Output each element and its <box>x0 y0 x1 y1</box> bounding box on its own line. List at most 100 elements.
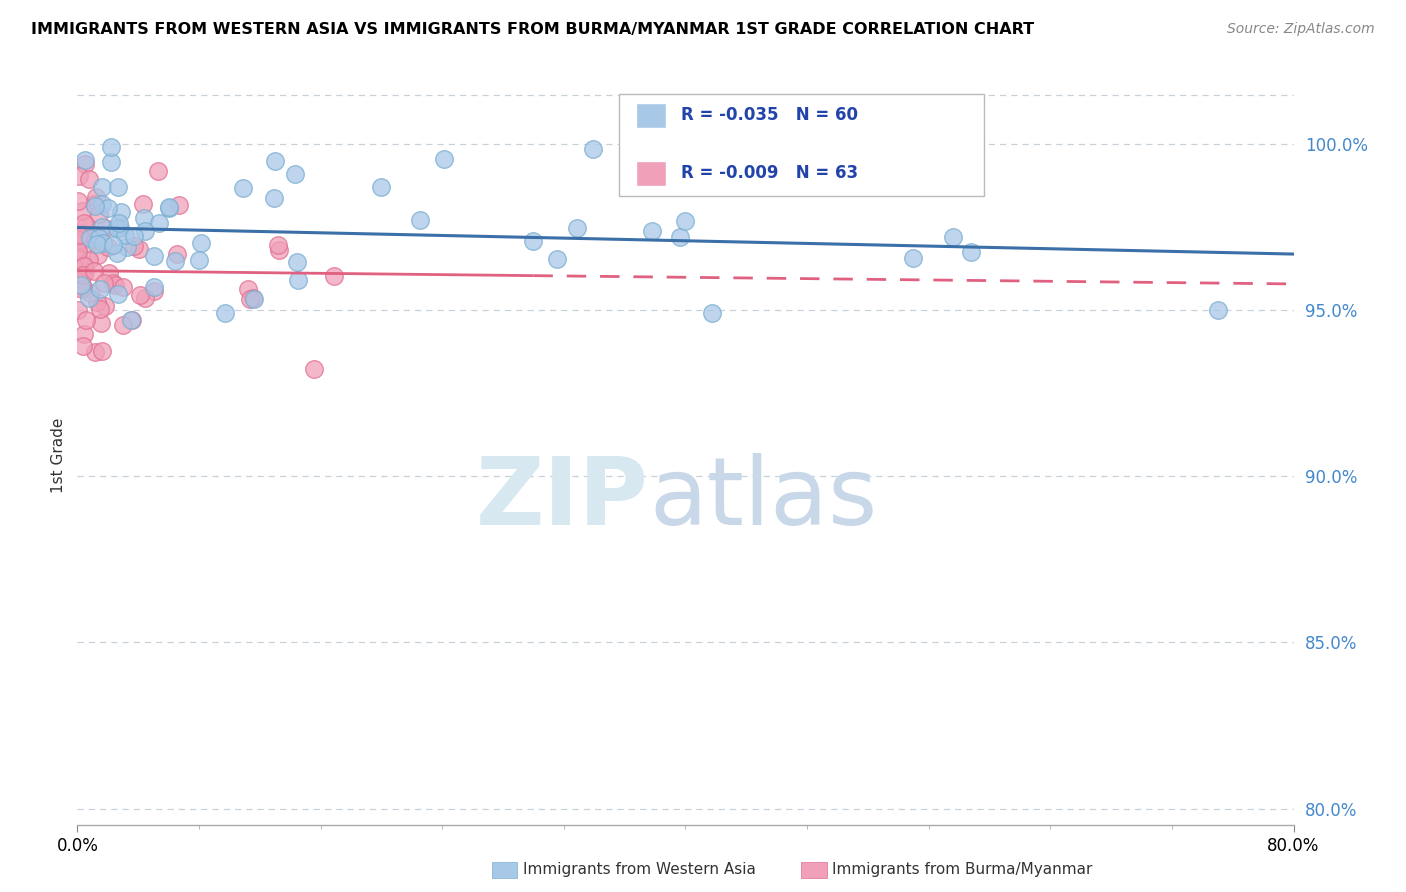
Point <box>70 204 93 219</box>
Point <box>93 221 115 235</box>
Point <box>232 181 254 195</box>
Point <box>132 211 155 225</box>
Point <box>143 280 166 294</box>
Point <box>269 244 291 258</box>
Point <box>700 306 723 320</box>
Point <box>121 313 143 327</box>
Point <box>304 362 326 376</box>
Point <box>128 242 150 256</box>
Point <box>236 282 259 296</box>
Point <box>67 194 90 208</box>
Point <box>75 153 97 168</box>
Point <box>167 197 190 211</box>
Text: Immigrants from Burma/Myanmar: Immigrants from Burma/Myanmar <box>832 863 1092 877</box>
Point <box>73 216 96 230</box>
Y-axis label: 1st Grade: 1st Grade <box>51 417 66 492</box>
Point <box>72 279 94 293</box>
Point <box>107 179 129 194</box>
Text: ZIP: ZIP <box>477 453 650 545</box>
Point <box>669 229 692 244</box>
Point <box>143 284 166 298</box>
Point <box>105 221 128 235</box>
Point <box>370 179 392 194</box>
Point <box>146 164 169 178</box>
Point <box>67 244 90 258</box>
Point <box>546 252 568 266</box>
Point <box>72 257 94 271</box>
Point <box>903 251 925 265</box>
Point <box>122 228 145 243</box>
Point <box>91 236 114 251</box>
Point <box>285 255 308 269</box>
Point <box>100 140 122 154</box>
Point <box>100 155 122 169</box>
Point <box>73 326 96 341</box>
Point <box>69 278 91 293</box>
Point <box>110 221 132 235</box>
Point <box>166 247 188 261</box>
Point <box>323 269 346 284</box>
Point <box>93 276 115 290</box>
Point <box>190 236 212 251</box>
Point <box>188 253 211 268</box>
Point <box>75 265 97 279</box>
Point <box>75 312 97 326</box>
Point <box>114 228 136 243</box>
Point <box>67 235 90 250</box>
Point <box>84 199 107 213</box>
Point <box>433 153 456 167</box>
Point <box>67 228 90 243</box>
Point <box>87 248 110 262</box>
Point <box>243 293 266 307</box>
Point <box>115 240 138 254</box>
Text: Source: ZipAtlas.com: Source: ZipAtlas.com <box>1227 22 1375 37</box>
Point <box>1206 302 1229 317</box>
Point <box>67 169 90 184</box>
Text: IMMIGRANTS FROM WESTERN ASIA VS IMMIGRANTS FROM BURMA/MYANMAR 1ST GRADE CORRELAT: IMMIGRANTS FROM WESTERN ASIA VS IMMIGRAN… <box>31 22 1033 37</box>
Point <box>77 291 100 305</box>
Point <box>112 280 135 294</box>
Point <box>73 259 96 273</box>
Point <box>283 167 305 181</box>
Point <box>84 345 107 359</box>
Point <box>165 254 187 268</box>
Point <box>72 268 94 282</box>
Point <box>157 200 180 214</box>
Point <box>105 246 128 260</box>
Point <box>263 191 285 205</box>
Point <box>90 219 112 234</box>
Point <box>110 205 132 219</box>
Point <box>101 276 124 290</box>
Point <box>942 229 965 244</box>
Point <box>79 231 101 245</box>
Point <box>104 277 127 292</box>
Point <box>77 252 100 267</box>
Point <box>67 234 90 248</box>
Point <box>214 306 236 320</box>
Point <box>134 224 156 238</box>
Point <box>77 237 100 252</box>
Point <box>83 264 105 278</box>
Point <box>128 288 150 302</box>
Point <box>641 224 664 238</box>
Point <box>581 142 603 156</box>
Point <box>90 180 112 194</box>
Point <box>98 266 121 280</box>
Point <box>97 201 120 215</box>
Point <box>107 287 129 301</box>
Point <box>143 249 166 263</box>
Point <box>67 271 90 285</box>
Point <box>91 344 114 359</box>
Text: R = -0.009   N = 63: R = -0.009 N = 63 <box>681 164 858 182</box>
Point <box>77 171 100 186</box>
Point <box>120 313 142 327</box>
Point <box>72 226 94 240</box>
Point <box>111 318 134 333</box>
Point <box>565 220 588 235</box>
Point <box>242 291 264 305</box>
Point <box>107 217 129 231</box>
Point <box>83 196 105 211</box>
Point <box>89 301 111 316</box>
Point <box>75 156 97 170</box>
Point <box>90 316 112 330</box>
